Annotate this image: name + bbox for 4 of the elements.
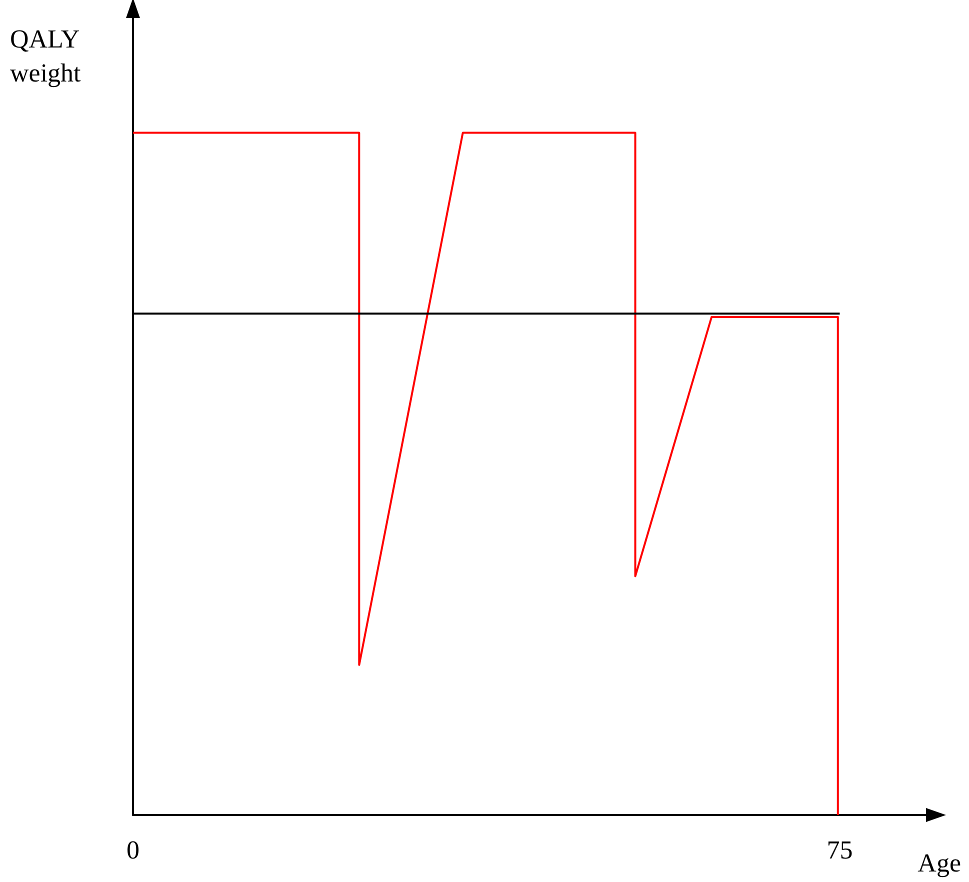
x-axis-title: Age — [918, 848, 962, 878]
x-tick-label: 0 — [126, 836, 140, 864]
y-axis-title: QALY weight — [10, 24, 86, 88]
x-tick-label: 75 — [826, 836, 853, 864]
